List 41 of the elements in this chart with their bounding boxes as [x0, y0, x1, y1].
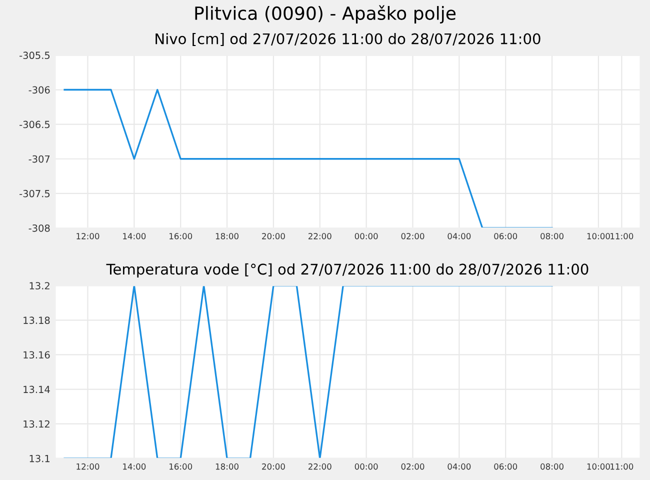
y-tick-label: -305.5	[20, 52, 50, 60]
y-tick-label: 13.18	[24, 316, 50, 324]
y-tick-label: -308	[28, 224, 50, 232]
x-tick-label: 08:00	[540, 233, 564, 240]
chart-title: Temperatura vode [°C] od 27/07/2026 11:00 do 28/07/2026 11:00	[106, 263, 588, 278]
y-tick-label: -307.5	[20, 190, 50, 198]
x-tick-label: 00:00	[354, 463, 378, 470]
x-tick-label: 14:00	[123, 463, 146, 470]
y-tick-label: -307	[28, 155, 50, 163]
x-tick-label: 06:00	[494, 463, 518, 470]
x-tick-label: 18:00	[216, 463, 238, 470]
chart-title: Plitvica (0090) - Apaško polje	[195, 5, 456, 24]
x-tick-label: 02:00	[401, 233, 424, 240]
y-tick-label: 13.12	[24, 420, 50, 428]
x-tick-label: 12:00	[76, 463, 100, 470]
x-tick-label: 16:00	[170, 463, 192, 470]
y-tick-label: 13.1	[30, 454, 50, 462]
x-tick-label: 22:00	[308, 233, 332, 240]
x-tick-label: 04:00	[448, 463, 471, 470]
x-tick-label: 11:00	[610, 233, 634, 240]
x-tick-label: 11:00	[610, 463, 634, 470]
x-tick-label: 10:00	[587, 463, 610, 470]
x-tick-label: 02:00	[401, 463, 424, 470]
y-tick-label: -306	[28, 86, 50, 94]
x-tick-label: 16:00	[170, 233, 192, 240]
x-tick-label: 04:00	[448, 233, 471, 240]
y-tick-label: 13.14	[24, 386, 50, 394]
x-tick-label: 00:00	[354, 233, 378, 240]
x-tick-label: 18:00	[216, 233, 238, 240]
x-tick-label: 08:00	[540, 463, 564, 470]
y-tick-label: -306.5	[20, 120, 50, 128]
y-tick-label: 13.16	[24, 351, 50, 359]
x-tick-label: 06:00	[494, 233, 518, 240]
x-tick-label: 20:00	[262, 233, 285, 240]
x-tick-label: 20:00	[262, 463, 285, 470]
x-tick-label: 22:00	[308, 463, 332, 470]
y-tick-label: 13.2	[30, 282, 50, 290]
x-tick-label: 12:00	[76, 233, 100, 240]
x-tick-label: 14:00	[123, 233, 146, 240]
chart-subtitle: Nivo [cm] od 27/07/2026 11:00 do 28/07/2026 11:00	[156, 33, 540, 46]
x-tick-label: 10:00	[587, 233, 610, 240]
